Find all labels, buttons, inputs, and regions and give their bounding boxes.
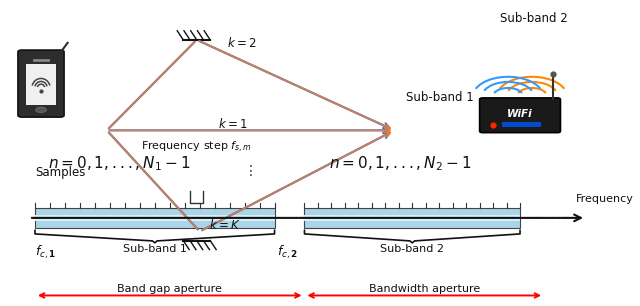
Text: $k=K$: $k=K$ xyxy=(209,218,241,233)
Bar xyxy=(35,215,275,221)
Text: WiFi: WiFi xyxy=(508,109,533,119)
Circle shape xyxy=(36,107,46,113)
Text: $n=0,1,...,N_2-1$: $n=0,1,...,N_2-1$ xyxy=(329,154,472,173)
Text: Samples: Samples xyxy=(35,166,85,179)
Bar xyxy=(305,215,520,221)
Text: Sub-band 2: Sub-band 2 xyxy=(500,12,568,25)
Text: $f_{c,\mathbf{2}}$: $f_{c,\mathbf{2}}$ xyxy=(277,244,298,261)
Text: Bandwidth aperture: Bandwidth aperture xyxy=(369,284,480,294)
Text: $n=0,1,...,N_1-1$: $n=0,1,...,N_1-1$ xyxy=(48,154,190,173)
FancyBboxPatch shape xyxy=(18,50,64,117)
Text: $k=2$: $k=2$ xyxy=(227,36,256,50)
Text: .......: ....... xyxy=(279,211,300,221)
Text: Sub-band 1: Sub-band 1 xyxy=(406,91,474,104)
Text: .......: ....... xyxy=(541,211,563,221)
Text: Frequency: Frequency xyxy=(576,194,634,203)
Text: ⋮: ⋮ xyxy=(244,164,257,178)
Text: Band gap aperture: Band gap aperture xyxy=(117,284,222,294)
FancyBboxPatch shape xyxy=(26,64,56,105)
Text: Sub-band 1: Sub-band 1 xyxy=(123,244,187,254)
Text: Frequency step $f_{s,m}$: Frequency step $f_{s,m}$ xyxy=(141,140,252,155)
Text: $k=1$: $k=1$ xyxy=(218,117,247,131)
Bar xyxy=(305,208,520,228)
Bar xyxy=(502,122,541,127)
Text: Sub-band 2: Sub-band 2 xyxy=(380,244,444,254)
Bar xyxy=(35,208,275,228)
Text: $f_{c,\mathbf{1}}$: $f_{c,\mathbf{1}}$ xyxy=(35,244,56,261)
FancyBboxPatch shape xyxy=(479,98,561,132)
